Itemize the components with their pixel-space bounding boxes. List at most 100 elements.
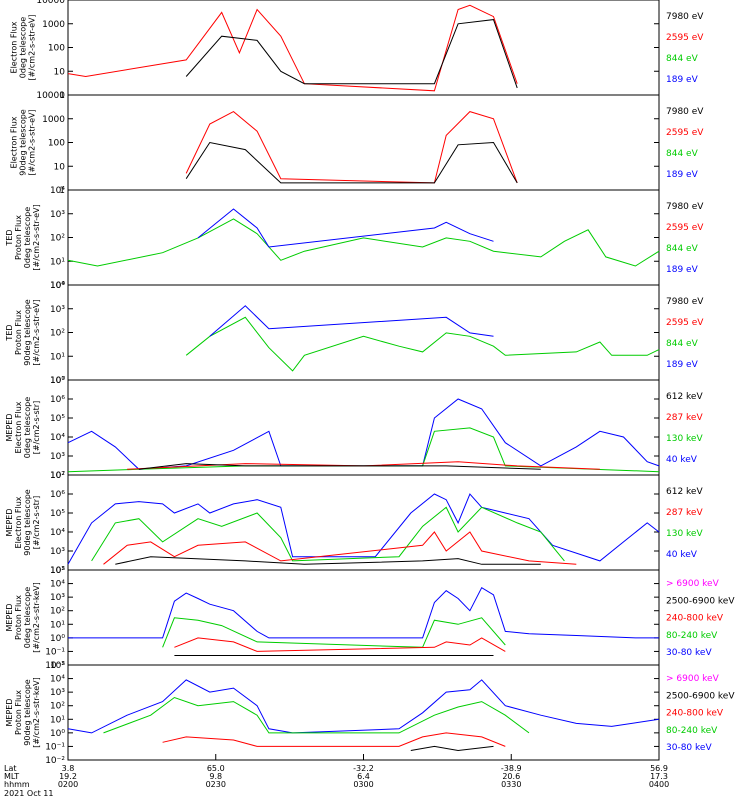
- x-row-label: Lat: [4, 764, 17, 773]
- legend-label: 7980 eV: [666, 202, 704, 212]
- legend-label: 7980 eV: [666, 297, 704, 307]
- legend-label: 40 keV: [666, 550, 698, 560]
- series-line: [103, 696, 530, 734]
- y-axis-label: MEPED: [5, 414, 14, 442]
- y-tick-label: 100: [48, 139, 65, 149]
- y-axis-label: [#/cm2-s-str-eV]: [32, 299, 41, 365]
- series-line: [67, 679, 660, 734]
- y-axis-label: TED: [5, 229, 14, 246]
- legend-label: 189 eV: [666, 360, 699, 370]
- x-tick-label: 0230: [206, 780, 226, 789]
- y-axis-label: 0deg telescope: [23, 207, 32, 268]
- y-tick-label: 1000: [42, 115, 65, 125]
- legend-label: 2595 eV: [666, 128, 704, 138]
- x-tick-label: 0330: [501, 780, 521, 789]
- y-axis-label: Proton Flux: [14, 215, 23, 260]
- y-axis-label: [#/cm2-s-str]: [32, 401, 41, 454]
- y-tick-label: 10²: [50, 607, 65, 617]
- y-axis-label: Electron Flux: [10, 116, 19, 168]
- series-line: [185, 316, 660, 372]
- y-axis-label: MEPED: [5, 509, 14, 537]
- legend-label: 2595 eV: [666, 318, 704, 328]
- legend-label: 844 eV: [666, 244, 699, 254]
- y-axis-label: 90deg telescope: [23, 299, 32, 366]
- y-tick-label: 10⁵: [50, 661, 65, 671]
- legend-label: 240-800 keV: [666, 709, 724, 719]
- legend-label: 287 keV: [666, 413, 703, 423]
- x-tick-label: 3.8: [62, 764, 75, 773]
- x-tick-label: 19.2: [59, 772, 77, 781]
- legend-label: 2500-6900 keV: [666, 596, 735, 606]
- y-axis-label: Electron Flux: [10, 21, 19, 73]
- y-tick-label: 10³: [50, 305, 65, 315]
- y-tick-label: 10²: [50, 566, 65, 576]
- y-tick-label: 1: [59, 91, 65, 101]
- series-line: [91, 506, 565, 562]
- legend-label: 30-80 keV: [666, 648, 712, 658]
- series-line: [185, 111, 518, 184]
- y-tick-label: 10⁻²: [45, 661, 65, 671]
- x-tick-label: -38.9: [501, 764, 522, 773]
- legend-label: > 6900 keV: [666, 674, 720, 684]
- panel-frame: [67, 284, 660, 381]
- y-tick-label: 10³: [50, 688, 65, 698]
- legend-label: 80-240 keV: [666, 631, 718, 641]
- y-tick-label: 10³: [50, 547, 65, 557]
- series-line: [410, 745, 494, 752]
- x-row-label: MLT: [4, 772, 19, 781]
- y-axis-label: Proton Flux: [14, 310, 23, 355]
- series-line: [197, 208, 494, 248]
- y-tick-label: 10⁴: [50, 675, 65, 685]
- series-line: [67, 398, 660, 470]
- y-tick-label: 10⁰: [50, 376, 65, 386]
- y-tick-label: 10²: [50, 329, 65, 339]
- y-tick-label: 10¹: [50, 257, 65, 267]
- y-axis-label: Proton Flux: [14, 690, 23, 735]
- y-tick-label: 10: [54, 67, 66, 77]
- y-axis-label: 0deg telescope: [23, 587, 32, 648]
- x-tick-label: 6.4: [357, 772, 370, 781]
- y-tick-label: 10⁰: [50, 634, 65, 644]
- legend-label: 30-80 keV: [666, 743, 712, 753]
- legend-label: 240-800 keV: [666, 614, 724, 624]
- y-tick-label: 10⁴: [50, 281, 65, 291]
- x-tick-label: 0300: [353, 780, 373, 789]
- y-tick-label: 10³: [50, 452, 65, 462]
- legend-label: 844 eV: [666, 339, 699, 349]
- y-axis-label: 90deg telescope: [19, 109, 28, 176]
- y-tick-label: 10⁰: [50, 281, 65, 291]
- legend-label: 7980 eV: [666, 12, 704, 22]
- y-tick-label: 10⁴: [50, 580, 65, 590]
- series-line: [115, 556, 541, 565]
- y-axis-label: [#/cm2-s-str-keV]: [32, 582, 41, 653]
- series-line: [162, 732, 506, 747]
- y-tick-label: 10⁻¹: [45, 647, 65, 657]
- legend-label: 40 keV: [666, 455, 698, 465]
- legend-label: 189 eV: [666, 265, 699, 275]
- y-tick-label: 10⁷: [50, 376, 65, 386]
- y-tick-label: 10000: [36, 91, 65, 101]
- y-tick-label: 10000: [36, 0, 65, 6]
- series-line: [67, 218, 660, 267]
- y-tick-label: 10⁶: [50, 395, 65, 405]
- y-tick-label: 10⁻²: [45, 756, 65, 766]
- y-tick-label: 10⁵: [50, 509, 65, 519]
- y-tick-label: 10⁻¹: [45, 742, 65, 752]
- legend-label: 189 eV: [666, 75, 699, 85]
- y-tick-label: 10⁵: [50, 566, 65, 576]
- legend-label: 612 keV: [666, 487, 703, 497]
- date-label: 2021 Oct 11: [4, 789, 53, 798]
- series-line: [67, 493, 660, 565]
- y-tick-label: 10³: [50, 210, 65, 220]
- y-tick-label: 10²: [50, 471, 65, 481]
- legend-label: 844 eV: [666, 54, 699, 64]
- y-axis-label: [#/cm2-s-str]: [32, 496, 41, 549]
- legend-label: 80-240 keV: [666, 726, 718, 736]
- x-tick-label: -32.2: [353, 764, 374, 773]
- series-line: [185, 141, 518, 184]
- y-axis-label: 90deg telescope: [23, 679, 32, 746]
- y-tick-label: 10⁶: [50, 490, 65, 500]
- series-line: [185, 19, 518, 89]
- legend-label: 130 keV: [666, 529, 703, 539]
